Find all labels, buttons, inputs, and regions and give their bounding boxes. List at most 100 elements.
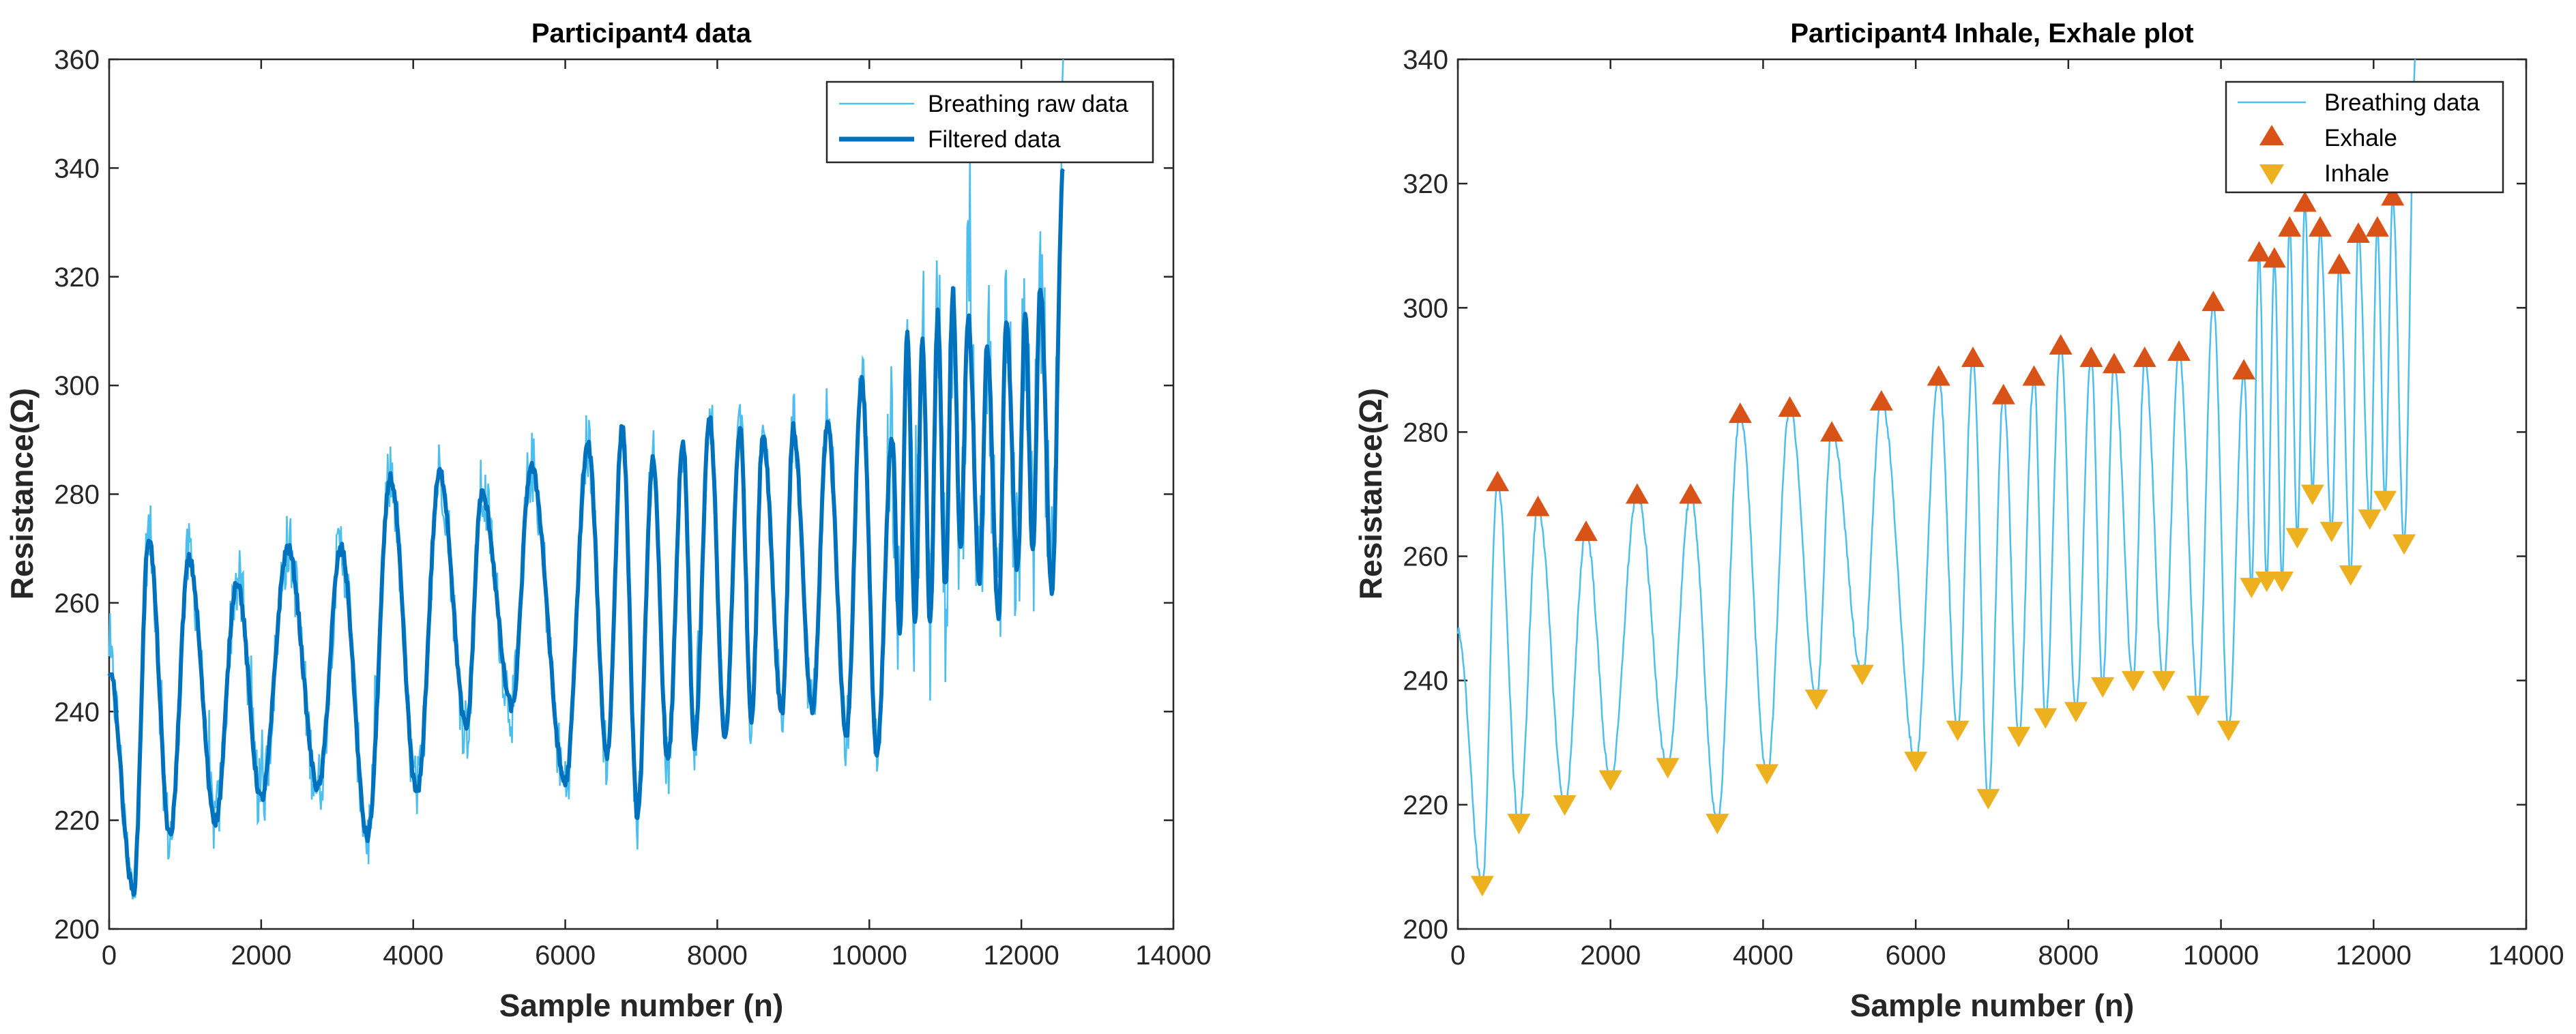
- exhale-marker: [2167, 340, 2191, 361]
- chart-title-right: Participant4 Inhale, Exhale plot: [1790, 18, 2193, 48]
- inhale-marker: [1850, 664, 1874, 685]
- legend-label-raw: Breathing raw data: [928, 91, 1128, 117]
- left-x-tick-label: 0: [102, 941, 117, 971]
- exhale-marker: [2022, 365, 2046, 386]
- exhale-marker: [1574, 520, 1598, 542]
- inhale-marker: [2255, 572, 2279, 592]
- exhale-marker: [2365, 216, 2389, 237]
- y-axis-title-left: Resistance(Ω): [4, 388, 40, 600]
- inhale-marker: [2186, 696, 2210, 717]
- right-x-tick-label: 10000: [2183, 941, 2259, 971]
- inhale-marker: [2339, 565, 2362, 586]
- inhale-marker: [2319, 522, 2343, 543]
- left-y-tick-label: 280: [54, 480, 100, 510]
- exhale-marker: [2201, 291, 2225, 312]
- inhale-marker: [1946, 720, 1970, 741]
- inhale-marker: [1470, 876, 1494, 897]
- inhale-marker: [2007, 726, 2031, 748]
- x-axis-title-right: Sample number (n): [1850, 988, 2135, 1023]
- exhale-marker: [1728, 402, 1752, 424]
- right-x-tick-label: 4000: [1733, 941, 1794, 971]
- inhale-marker: [1553, 795, 1577, 816]
- x-axis-title-left: Sample number (n): [499, 988, 784, 1023]
- right-y-tick-label: 200: [1403, 915, 1448, 945]
- inhale-marker: [2392, 534, 2416, 555]
- inhale-marker: [2373, 490, 2397, 512]
- inhale-marker: [2034, 708, 2058, 729]
- exhale-marker: [1778, 396, 1802, 417]
- right-x-tick-label: 2000: [1580, 941, 1641, 971]
- right-series-markers: [1470, 185, 2416, 897]
- exhale-marker: [1961, 346, 1985, 368]
- left-y-tick-label: 240: [54, 697, 100, 727]
- left-x-tick-label: 14000: [1135, 941, 1211, 971]
- inhale-marker: [1904, 752, 1928, 773]
- legend-swatch-exhale: [2259, 125, 2284, 145]
- inhale-marker: [2064, 702, 2088, 723]
- inhale-marker: [2285, 528, 2309, 549]
- left-y-tick-label: 360: [54, 45, 100, 75]
- exhale-marker: [1991, 383, 2015, 404]
- left-y-tick-label: 320: [54, 263, 100, 293]
- inhale-marker: [1656, 758, 1680, 779]
- left-y-tick-label: 340: [54, 153, 100, 183]
- inhale-marker: [2300, 484, 2324, 505]
- inhale-marker: [2091, 677, 2115, 698]
- left-axis-ticks: 0 2000 4000 6000 8000 10000 12000 14000 200 220 24…: [54, 45, 1211, 971]
- left-y-tick-label: 200: [54, 915, 100, 945]
- right-x-tick-label: 0: [1450, 941, 1465, 971]
- right-y-tick-label: 300: [1403, 293, 1448, 323]
- inhale-marker: [1755, 764, 1779, 785]
- legend-label-filtered: Filtered data: [928, 126, 1061, 153]
- exhale-marker: [2232, 359, 2256, 380]
- inhale-marker: [1706, 814, 1729, 835]
- inhale-marker: [2121, 670, 2145, 692]
- inhale-marker: [2240, 578, 2264, 599]
- right-y-tick-label: 340: [1403, 45, 1448, 75]
- inhale-marker: [2152, 670, 2176, 692]
- exhale-marker: [2381, 185, 2405, 206]
- right-x-tick-label: 6000: [1886, 941, 1946, 971]
- right-y-tick-label: 260: [1403, 542, 1448, 572]
- exhale-marker: [1486, 471, 1510, 492]
- left-y-tick-label: 260: [54, 589, 100, 619]
- right-y-tick-label: 320: [1403, 169, 1448, 199]
- y-axis-title-right: Resistance(Ω): [1353, 388, 1388, 600]
- inhale-marker: [1804, 690, 1828, 711]
- exhale-marker: [1927, 365, 1950, 386]
- legend-label-inhale: Inhale: [2324, 160, 2389, 187]
- inhale-marker: [2358, 509, 2382, 530]
- exhale-marker: [2049, 334, 2073, 355]
- legend-box-left: [825, 80, 1154, 164]
- exhale-marker: [1526, 495, 1550, 516]
- exhale-marker: [2133, 346, 2156, 368]
- legend-left: Breathing raw data Filtered data: [825, 80, 1154, 164]
- left-x-tick-label: 6000: [535, 941, 596, 971]
- legend-right: Breathing data Exhale Inhale: [2225, 80, 2504, 194]
- left-x-tick-label: 2000: [231, 941, 291, 971]
- exhale-marker: [2262, 247, 2286, 268]
- right-y-tick-label: 240: [1403, 666, 1448, 696]
- exhale-marker: [2079, 346, 2103, 368]
- right-x-tick-label: 14000: [2488, 941, 2564, 971]
- right-y-tick-label: 280: [1403, 417, 1448, 447]
- left-y-tick-label: 300: [54, 371, 100, 401]
- exhale-marker: [2102, 353, 2126, 374]
- plot-area-right: [1457, 58, 2528, 930]
- chart-raw-filtered: 0 2000 4000 6000 8000 10000 12000 14000 200 220 24…: [4, 18, 1212, 1023]
- inhale-marker: [1976, 788, 2000, 810]
- left-x-tick-label: 12000: [984, 941, 1059, 971]
- exhale-marker: [1625, 483, 1649, 504]
- exhale-marker: [2308, 216, 2332, 237]
- series-filtered-line: [107, 168, 1065, 897]
- left-series-lines: [107, 59, 1065, 900]
- legend-label-exhale: Exhale: [2324, 125, 2397, 151]
- left-x-tick-label: 4000: [383, 941, 443, 971]
- right-x-tick-label: 8000: [2038, 941, 2098, 971]
- inhale-marker: [2270, 572, 2294, 592]
- inhale-marker: [2216, 720, 2240, 741]
- legend-label-breathing: Breathing data: [2324, 89, 2480, 116]
- chart-title-left: Participant4 data: [531, 18, 752, 48]
- exhale-marker: [2247, 241, 2271, 262]
